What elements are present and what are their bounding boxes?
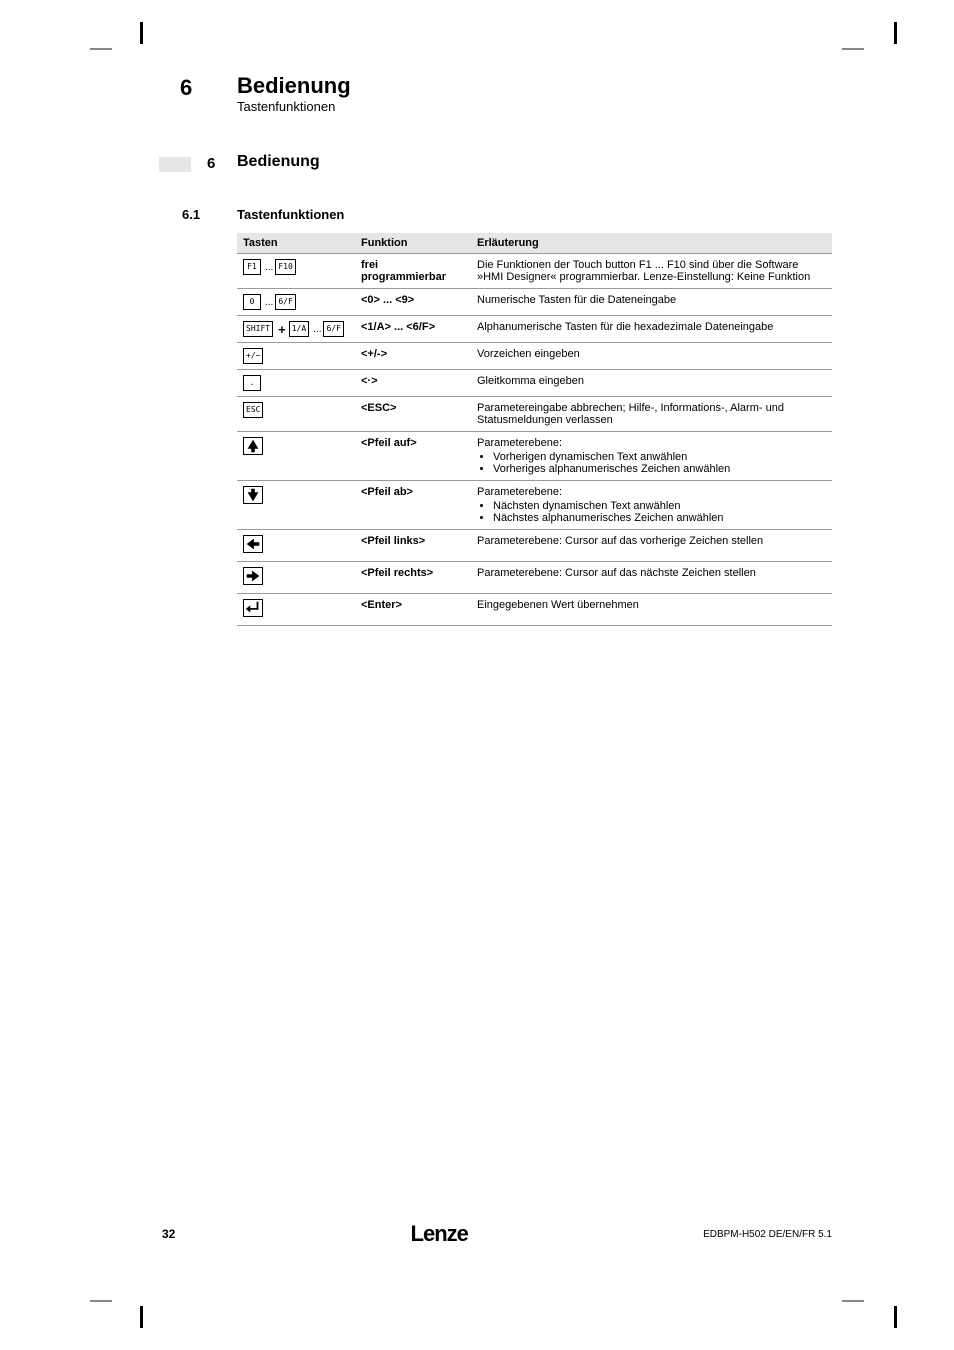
up-arrow-key-icon [243, 437, 263, 455]
ellipsis: ... [311, 324, 323, 335]
key-functions-table: Tasten Funktion Erläuterung F1...F10frei… [237, 233, 832, 626]
keys-cell: SHIFT+1/A...6/F [237, 316, 355, 343]
down-arrow-key-icon [243, 486, 263, 504]
table-row: <Pfeil ab> Parameterebene: Nächsten dynami… [237, 481, 832, 530]
table-header-row: Tasten Funktion Erläuterung [237, 233, 832, 254]
explanation-cell: Numerische Tasten für die Dateneingabe [471, 289, 832, 316]
right-arrow-key-icon [243, 567, 263, 585]
subsection-number: 6.1 [182, 207, 200, 222]
keys-cell: F1...F10 [237, 254, 355, 289]
table-row: 0...6/F<0> ... <9>Numerische Tasten für … [237, 289, 832, 316]
table-row: . <·>Gleitkomma eingeben [237, 370, 832, 397]
header-subtitle: Tastenfunktionen [237, 99, 335, 114]
keys-cell [237, 432, 355, 481]
explanation-heading: Parameterebene: [477, 486, 826, 498]
function-cell: <Pfeil links> [355, 530, 471, 562]
column-header: Tasten [237, 233, 355, 254]
table-row: <Pfeil rechts>Parameterebene: Cursor auf… [237, 562, 832, 594]
explanation-cell: Gleitkomma eingeben [471, 370, 832, 397]
explanation-cell: Parameterebene: Cursor auf das vorherige… [471, 530, 832, 562]
keys-cell: +/− [237, 343, 355, 370]
key-icon: . [243, 375, 261, 391]
section-marker-bar [159, 157, 191, 172]
list-item: Vorheriges alphanumerisches Zeichen anwä… [493, 463, 826, 475]
list-item: Nächsten dynamischen Text anwählen [493, 500, 826, 512]
function-cell: <Pfeil rechts> [355, 562, 471, 594]
table-row: F1...F10frei programmierbarDie Funktione… [237, 254, 832, 289]
table-row: +/− <+/->Vorzeichen eingeben [237, 343, 832, 370]
page-footer: 32 Lenze EDBPM-H502 DE/EN/FR 5.1 [162, 1221, 832, 1247]
column-header: Erläuterung [471, 233, 832, 254]
keys-cell [237, 530, 355, 562]
list-item: Vorherigen dynamischen Text anwählen [493, 451, 826, 463]
header-chapter-number: 6 [180, 75, 192, 101]
table-row: <Pfeil auf> Parameterebene: Vorherigen dyn… [237, 432, 832, 481]
table-row: <Pfeil links>Parameterebene: Cursor auf … [237, 530, 832, 562]
key-icon: F1 [243, 259, 261, 275]
keys-cell: . [237, 370, 355, 397]
keys-cell [237, 594, 355, 626]
function-cell: <Pfeil ab> [355, 481, 471, 530]
function-cell: frei programmierbar [355, 254, 471, 289]
key-icon: 1/A [289, 321, 309, 337]
explanation-cell: Alphanumerische Tasten für die hexadezim… [471, 316, 832, 343]
function-cell: <ESC> [355, 397, 471, 432]
function-cell: <Enter> [355, 594, 471, 626]
document-code: EDBPM-H502 DE/EN/FR 5.1 [703, 1229, 832, 1240]
keys-cell [237, 481, 355, 530]
page-number: 32 [162, 1227, 175, 1241]
explanation-list: Nächsten dynamischen Text anwählenNächst… [493, 500, 826, 524]
explanation-cell: Eingegebenen Wert übernehmen [471, 594, 832, 626]
list-item: Nächstes alphanumerisches Zeichen anwähl… [493, 512, 826, 524]
key-icon: SHIFT [243, 321, 273, 337]
function-cell: <·> [355, 370, 471, 397]
section-title: Bedienung [237, 153, 320, 171]
column-header: Funktion [355, 233, 471, 254]
key-icon: 6/F [323, 321, 343, 337]
table-row: ESC <ESC>Parametereingabe abbrechen; Hilf… [237, 397, 832, 432]
explanation-cell: Vorzeichen eingeben [471, 343, 832, 370]
explanation-cell: Parameterebene: Nächsten dynamischen Text… [471, 481, 832, 530]
explanation-cell: Parameterebene: Vorherigen dynamischen Te… [471, 432, 832, 481]
subsection-title: Tastenfunktionen [237, 207, 344, 222]
brand-logo: Lenze [411, 1221, 468, 1247]
table-row: <Enter>Eingegebenen Wert übernehmen [237, 594, 832, 626]
enter-arrow-key-icon [243, 599, 263, 617]
key-icon: +/− [243, 348, 263, 364]
left-arrow-key-icon [243, 535, 263, 553]
key-icon: F10 [275, 259, 295, 275]
plus-sign: + [275, 322, 289, 337]
key-icon: ESC [243, 402, 263, 418]
function-cell: <Pfeil auf> [355, 432, 471, 481]
keys-cell: 0...6/F [237, 289, 355, 316]
key-icon: 0 [243, 294, 261, 310]
keys-cell [237, 562, 355, 594]
ellipsis: ... [263, 297, 275, 308]
header-chapter-title: Bedienung [237, 73, 351, 99]
explanation-cell: Parameterebene: Cursor auf das nächste Z… [471, 562, 832, 594]
key-icon: 6/F [275, 294, 295, 310]
explanation-heading: Parameterebene: [477, 437, 826, 449]
section-number: 6 [207, 155, 215, 172]
keys-cell: ESC [237, 397, 355, 432]
function-cell: <+/-> [355, 343, 471, 370]
explanation-cell: Parametereingabe abbrechen; Hilfe-, Info… [471, 397, 832, 432]
explanation-cell: Die Funktionen der Touch button F1 ... F… [471, 254, 832, 289]
table-row: SHIFT+1/A...6/F<1/A> ... <6/F>Alphanumer… [237, 316, 832, 343]
function-cell: <0> ... <9> [355, 289, 471, 316]
explanation-list: Vorherigen dynamischen Text anwählenVorh… [493, 451, 826, 475]
function-cell: <1/A> ... <6/F> [355, 316, 471, 343]
ellipsis: ... [263, 262, 275, 273]
